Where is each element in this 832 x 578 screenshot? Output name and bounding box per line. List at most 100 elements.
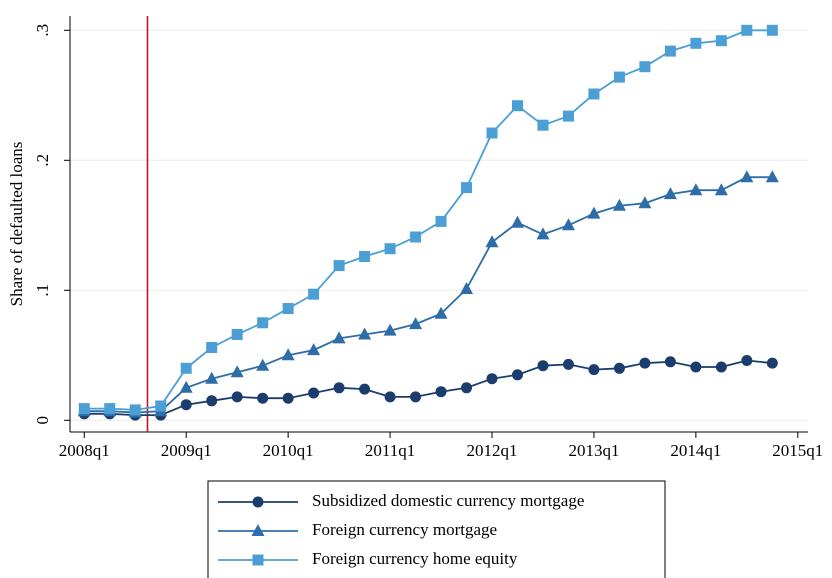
data-point <box>511 100 523 112</box>
data-point <box>766 357 778 369</box>
data-point <box>766 24 778 36</box>
x-tick-label: 2013q1 <box>568 441 619 460</box>
data-point <box>257 317 269 329</box>
x-tick-label: 2012q1 <box>467 441 518 460</box>
data-point <box>78 403 90 415</box>
legend-label: Subsidized domestic currency mortgage <box>312 491 584 510</box>
data-point <box>664 356 676 368</box>
data-point <box>537 360 549 372</box>
data-point <box>485 235 499 248</box>
data-point <box>561 218 575 231</box>
data-point <box>613 71 625 83</box>
data-point <box>282 392 294 404</box>
data-point <box>588 88 600 100</box>
data-point <box>104 403 116 415</box>
data-point <box>180 362 192 374</box>
data-point <box>715 35 727 47</box>
data-point <box>333 382 345 394</box>
data-point <box>613 362 625 374</box>
data-point <box>536 227 550 240</box>
data-point <box>715 361 727 373</box>
series-line <box>84 29 773 411</box>
data-point <box>664 45 676 57</box>
data-point <box>383 323 397 336</box>
y-tick-label: .1 <box>33 284 52 297</box>
x-tick-label: 2009q1 <box>161 441 212 460</box>
legend-label: Foreign currency mortgage <box>312 520 497 539</box>
data-point <box>612 198 626 211</box>
data-point <box>486 373 498 385</box>
y-tick-label: .3 <box>33 24 52 37</box>
data-point <box>690 361 702 373</box>
data-point <box>180 399 192 411</box>
data-point <box>231 391 243 403</box>
y-tick-label: 0 <box>33 416 52 425</box>
x-tick-label: 2014q1 <box>670 441 721 460</box>
x-tick-label: 2015q1 <box>772 441 823 460</box>
data-point <box>206 395 218 407</box>
data-point <box>307 343 321 356</box>
data-point <box>206 342 218 353</box>
data-point <box>588 364 600 376</box>
data-point <box>179 380 193 393</box>
data-point <box>663 187 677 200</box>
data-point <box>359 251 371 262</box>
x-tick-label: 2011q1 <box>365 441 415 460</box>
legend-marker <box>251 524 265 536</box>
data-point <box>638 196 652 209</box>
data-point <box>587 206 601 219</box>
data-point <box>308 387 320 399</box>
data-point <box>230 365 244 378</box>
x-tick-label: 2010q1 <box>263 441 314 460</box>
data-point <box>358 327 372 340</box>
data-point <box>765 170 779 183</box>
data-point <box>155 400 167 412</box>
data-point <box>281 348 295 361</box>
data-point <box>639 61 651 73</box>
data-point <box>461 382 473 394</box>
data-point <box>435 215 447 227</box>
data-point <box>435 386 447 398</box>
data-point <box>562 358 574 370</box>
data-point <box>410 231 422 243</box>
data-point <box>714 183 728 196</box>
data-point <box>308 288 320 300</box>
data-point <box>384 243 396 255</box>
legend-marker <box>252 554 264 566</box>
data-point <box>205 371 219 384</box>
data-point <box>690 37 702 49</box>
data-point <box>537 119 549 131</box>
legend-label: Foreign currency home equity <box>312 549 518 568</box>
data-point <box>129 404 141 416</box>
data-point <box>257 392 269 404</box>
data-point <box>231 329 243 340</box>
data-point <box>461 182 473 194</box>
data-point <box>562 110 574 122</box>
series-line <box>84 176 773 414</box>
data-point <box>741 355 753 366</box>
data-point <box>409 317 423 330</box>
data-point <box>741 24 753 36</box>
data-point <box>332 331 346 344</box>
data-point <box>282 303 294 314</box>
data-point <box>689 183 703 196</box>
data-point <box>740 170 754 183</box>
data-point <box>434 306 448 319</box>
x-tick-label: 2008q1 <box>59 441 110 460</box>
data-point <box>384 391 396 403</box>
data-point <box>486 127 498 139</box>
data-point <box>460 282 474 294</box>
data-point <box>256 358 270 371</box>
data-point <box>359 383 371 395</box>
data-point <box>410 391 422 403</box>
data-point <box>510 215 524 228</box>
data-point <box>639 357 651 369</box>
series-line <box>84 359 773 416</box>
legend-marker <box>252 496 264 508</box>
legend-box <box>207 480 666 578</box>
y-tick-label: .2 <box>33 154 52 167</box>
data-point <box>511 369 523 381</box>
data-point <box>333 260 345 272</box>
y-axis-label: Share of defaulted loans <box>7 142 26 307</box>
